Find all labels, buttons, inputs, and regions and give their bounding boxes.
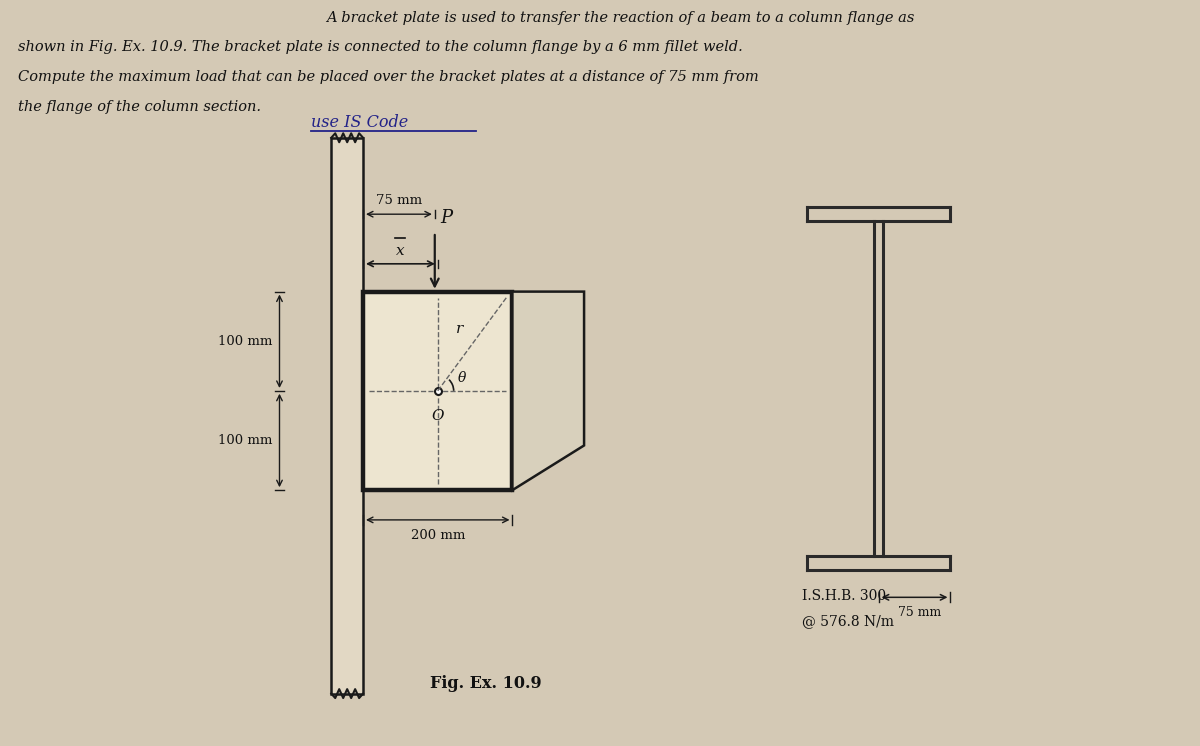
Text: Fig. Ex. 10.9: Fig. Ex. 10.9 [430,674,541,692]
Text: Compute the maximum load that can be placed over the bracket plates at a distanc: Compute the maximum load that can be pla… [18,70,758,84]
Text: shown in Fig. Ex. 10.9. The bracket plate is connected to the column flange by a: shown in Fig. Ex. 10.9. The bracket plat… [18,40,743,54]
Bar [364,292,512,490]
Text: 100 mm: 100 mm [218,335,272,348]
Text: x: x [396,244,404,258]
Text: 75 mm: 75 mm [898,606,941,619]
Text: O: O [432,409,444,423]
Text: 75 mm: 75 mm [376,194,422,207]
Text: θ: θ [457,371,466,385]
Text: @ 576.8 N/m: @ 576.8 N/m [802,614,894,628]
Text: P: P [440,209,452,227]
Polygon shape [512,292,584,490]
Text: the flange of the column section.: the flange of the column section. [18,100,260,114]
Text: 100 mm: 100 mm [218,434,272,447]
Text: I.S.H.B. 300: I.S.H.B. 300 [802,589,886,604]
Text: r: r [456,322,463,336]
Text: A bracket plate is used to transfer the reaction of a beam to a column flange as: A bracket plate is used to transfer the … [325,10,914,25]
Text: use IS Code: use IS Code [311,114,408,131]
Text: 200 mm: 200 mm [410,529,464,542]
Bar [331,138,364,694]
